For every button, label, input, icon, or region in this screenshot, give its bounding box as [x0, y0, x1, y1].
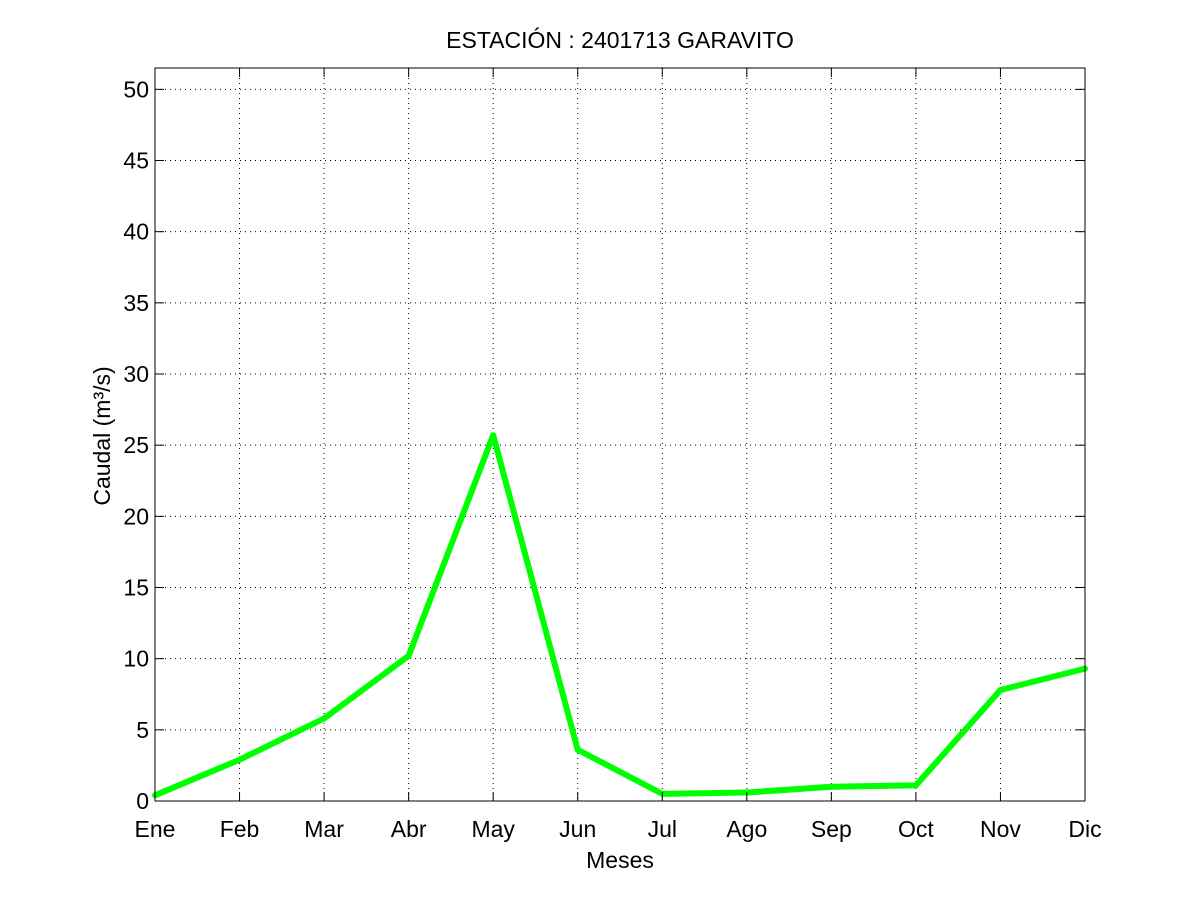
data-point — [321, 715, 328, 722]
series-line — [153, 432, 1086, 799]
data-point — [405, 652, 412, 659]
x-tick-label: Nov — [980, 816, 1021, 842]
data-point — [236, 756, 243, 763]
x-tick-label: Abr — [391, 816, 427, 842]
data-point — [828, 783, 835, 790]
chart-title: ESTACIÓN : 2401713 GARAVITO — [446, 27, 794, 53]
x-tick-label: May — [471, 816, 515, 842]
y-tick-label: 30 — [123, 361, 149, 387]
x-tick-label: Jun — [559, 816, 596, 842]
x-tick-label: Dic — [1068, 816, 1101, 842]
y-tick-label: 25 — [123, 432, 149, 458]
y-axis-label: Caudal (m³/s) — [89, 366, 115, 505]
plot-area-frame — [154, 67, 1086, 802]
x-tick-label: Jul — [648, 816, 677, 842]
x-tick-label: Ago — [726, 816, 767, 842]
x-tick-label: Feb — [220, 816, 260, 842]
y-tick-label: 40 — [123, 219, 149, 245]
axis-ticks — [154, 68, 1086, 802]
x-tick-label: Sep — [811, 816, 852, 842]
y-tick-label: 35 — [123, 290, 149, 316]
x-tick-label: Mar — [304, 816, 344, 842]
x-tick-label: Oct — [898, 816, 934, 842]
data-point — [490, 432, 497, 439]
y-tick-label: 45 — [123, 148, 149, 174]
y-tick-label: 5 — [136, 717, 149, 743]
y-tick-label: 50 — [123, 76, 149, 102]
data-point — [997, 686, 1004, 693]
y-tick-label: 20 — [123, 503, 149, 529]
x-tick-label: Ene — [135, 816, 176, 842]
data-point — [912, 782, 919, 789]
x-axis-label: Meses — [586, 847, 654, 873]
series-layer — [152, 432, 1088, 799]
data-point — [574, 746, 581, 753]
x-tick-labels: Ene Feb Mar Abr May Jun Jul Ago Sep Oct Nov Dic — [135, 816, 1102, 842]
y-tick-label: 10 — [123, 646, 149, 672]
y-tick-labels: 0 5 10 15 20 25 30 35 40 45 50 — [123, 76, 149, 814]
y-tick-label: 0 — [136, 788, 149, 814]
grid-lines — [155, 68, 1085, 801]
y-tick-label: 15 — [123, 575, 149, 601]
